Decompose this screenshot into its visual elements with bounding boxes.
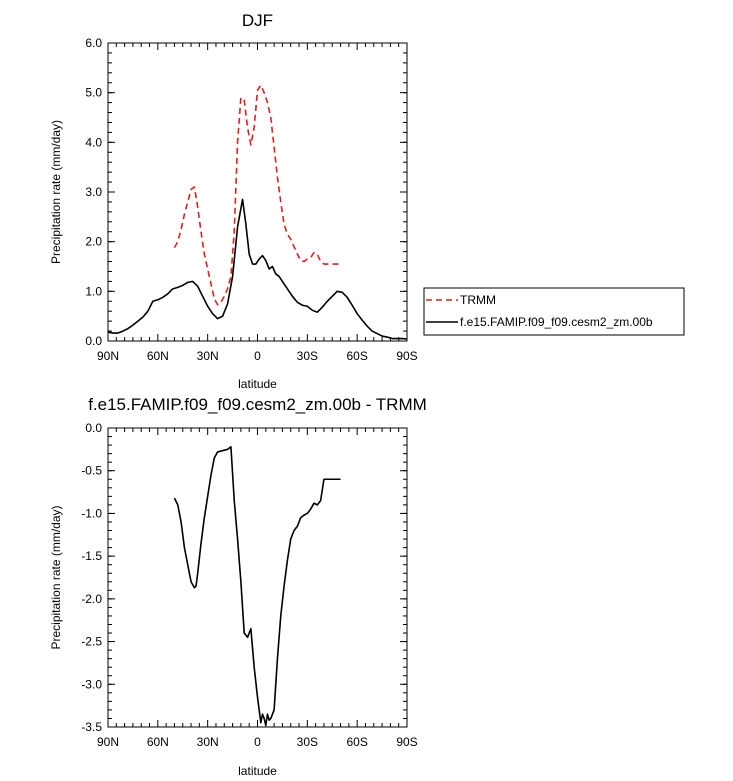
- series-line-model: [173, 445, 341, 727]
- legend-box: [423, 287, 685, 336]
- y-tick-label: -2.5: [81, 635, 102, 649]
- x-axis-label: latitude: [238, 377, 277, 391]
- x-tick-label: 30N: [197, 735, 219, 749]
- chart-title: DJF: [242, 11, 273, 30]
- chart-djf: DJF 90N 60N 30N 0 30S 60S 90S 0.0 1.0 2.0 3.0 4.0 5.…: [49, 11, 685, 391]
- x-tick-label: 90S: [396, 735, 417, 749]
- chart-title: f.e15.FAMIP.f09_f09.cesm2_zm.00b - TRMM: [88, 395, 427, 414]
- x-tick-label: 60S: [346, 349, 367, 363]
- y-tick-label: 4.0: [85, 135, 102, 149]
- y-tick-label: -1.5: [81, 549, 102, 563]
- chart-difference: f.e15.FAMIP.f09_f09.cesm2_zm.00b - TRMM …: [49, 395, 427, 778]
- y-tick-label: -3.5: [81, 720, 102, 734]
- y-tick-label: -3.0: [81, 677, 102, 691]
- x-tick-label: 30S: [297, 349, 318, 363]
- series-line-trmm: [173, 84, 341, 306]
- plot-frame: [107, 42, 408, 342]
- y-tick-label: 0.0: [85, 421, 102, 435]
- y-tick-label: -2.0: [81, 592, 102, 606]
- y-axis-label: Precipitation rate (mm/day): [49, 120, 63, 264]
- x-tick-label: 30S: [297, 735, 318, 749]
- legend: TRMM f.e15.FAMIP.f09_f09.cesm2_zm.00b: [423, 287, 685, 336]
- x-tick-label: 60N: [147, 735, 169, 749]
- x-tick-label: 90N: [97, 349, 119, 363]
- y-tick-label: 1.0: [85, 284, 102, 298]
- x-tick-label: 60S: [346, 735, 367, 749]
- x-tick-label: 30N: [197, 349, 219, 363]
- x-tick-label: 0: [254, 735, 261, 749]
- y-axis-label: Precipitation rate (mm/day): [49, 505, 63, 649]
- y-tick-label: 0.0: [85, 334, 102, 348]
- x-axis-label: latitude: [238, 764, 277, 778]
- x-tick-label: 90N: [97, 735, 119, 749]
- x-tick-label: 60N: [147, 349, 169, 363]
- series-line-model: [107, 198, 408, 340]
- y-tick-label: 5.0: [85, 86, 102, 100]
- y-tick-label: 2.0: [85, 235, 102, 249]
- legend-entry-trmm: TRMM: [460, 293, 496, 307]
- x-tick-label: 0: [254, 349, 261, 363]
- x-tick-label: 90S: [396, 349, 417, 363]
- y-tick-label: 6.0: [85, 36, 102, 50]
- y-tick-label: 3.0: [85, 185, 102, 199]
- plot-frame: [107, 427, 408, 728]
- y-tick-label: -1.0: [81, 506, 102, 520]
- y-tick-label: -0.5: [81, 464, 102, 478]
- legend-entry-model: f.e15.FAMIP.f09_f09.cesm2_zm.00b: [460, 315, 653, 329]
